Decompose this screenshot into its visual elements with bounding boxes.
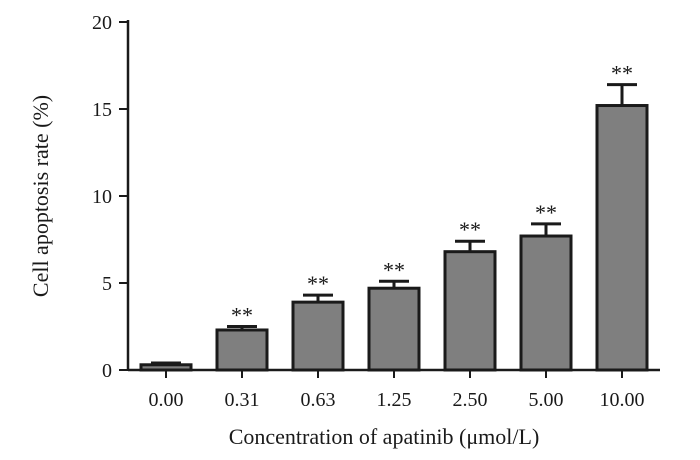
bars-group <box>139 104 649 372</box>
bar <box>519 234 573 372</box>
y-tick-label: 0 <box>102 360 112 382</box>
bar <box>291 300 345 372</box>
significance-label: ** <box>383 257 405 282</box>
error-bars-group <box>151 83 637 365</box>
x-tick-label: 5.00 <box>529 389 564 411</box>
significance-group: ** ** ** ** ** ** <box>231 61 633 328</box>
bar <box>367 286 421 372</box>
bar <box>443 250 497 372</box>
x-axis-title: Concentration of apatinib (μmol/L) <box>229 424 540 449</box>
x-tick-label: 10.00 <box>600 389 645 411</box>
significance-label: ** <box>611 61 633 86</box>
y-tick-label: 10 <box>92 186 112 208</box>
y-axis-title: Cell apoptosis rate (%) <box>28 95 53 297</box>
x-tick-label: 0.31 <box>225 389 260 411</box>
y-tick-label: 20 <box>92 12 112 34</box>
significance-label: ** <box>307 271 329 296</box>
x-tick-label: 1.25 <box>377 389 412 411</box>
significance-label: ** <box>535 200 557 225</box>
x-ticks-group: 0.00 0.31 0.63 1.25 2.50 5.00 10.00 <box>149 370 645 411</box>
bar <box>595 104 649 372</box>
x-tick-label: 0.63 <box>301 389 336 411</box>
y-tick-label: 5 <box>102 273 112 295</box>
significance-label: ** <box>231 303 253 328</box>
x-tick-label: 0.00 <box>149 389 184 411</box>
x-tick-label: 2.50 <box>453 389 488 411</box>
significance-label: ** <box>459 217 481 242</box>
y-ticks-group: 0 5 10 15 20 <box>92 12 128 382</box>
bar <box>215 328 269 372</box>
y-tick-label: 15 <box>92 99 112 121</box>
